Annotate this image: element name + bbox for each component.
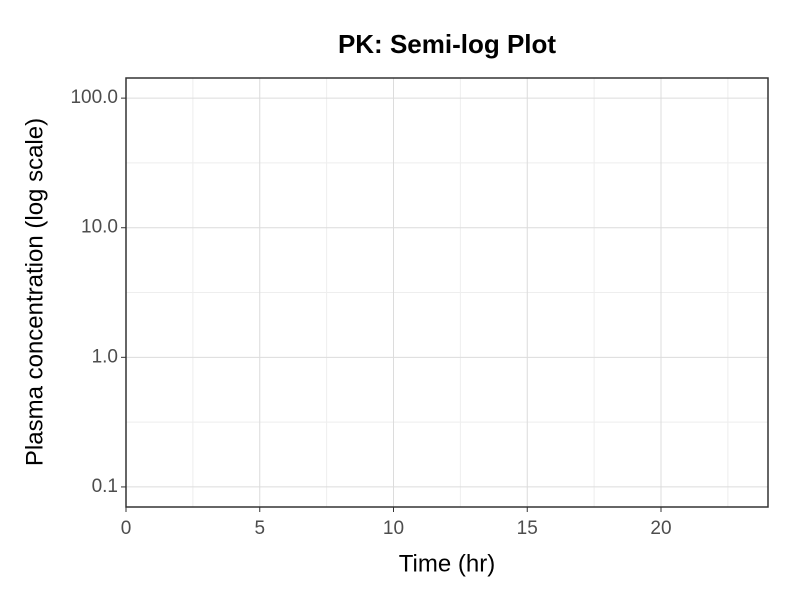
x-tick-label: 20 bbox=[650, 518, 671, 539]
chart-title: PK: Semi-log Plot bbox=[338, 29, 556, 59]
y-tick-label: 0.1 bbox=[92, 476, 118, 497]
x-tick-label: 0 bbox=[121, 518, 132, 539]
x-tick-label: 10 bbox=[383, 518, 404, 539]
y-tick-label: 10.0 bbox=[81, 217, 118, 238]
grid bbox=[125, 78, 768, 507]
x-axis-title: Time (hr) bbox=[399, 550, 495, 577]
y-tick-label: 1.0 bbox=[92, 346, 118, 367]
y-axis-title: Plasma concentration (log scale) bbox=[21, 118, 48, 466]
x-tick-label: 5 bbox=[254, 518, 265, 539]
panel-border bbox=[125, 77, 769, 508]
x-tick-label: 15 bbox=[517, 518, 538, 539]
y-tick-label: 100.0 bbox=[70, 87, 118, 108]
